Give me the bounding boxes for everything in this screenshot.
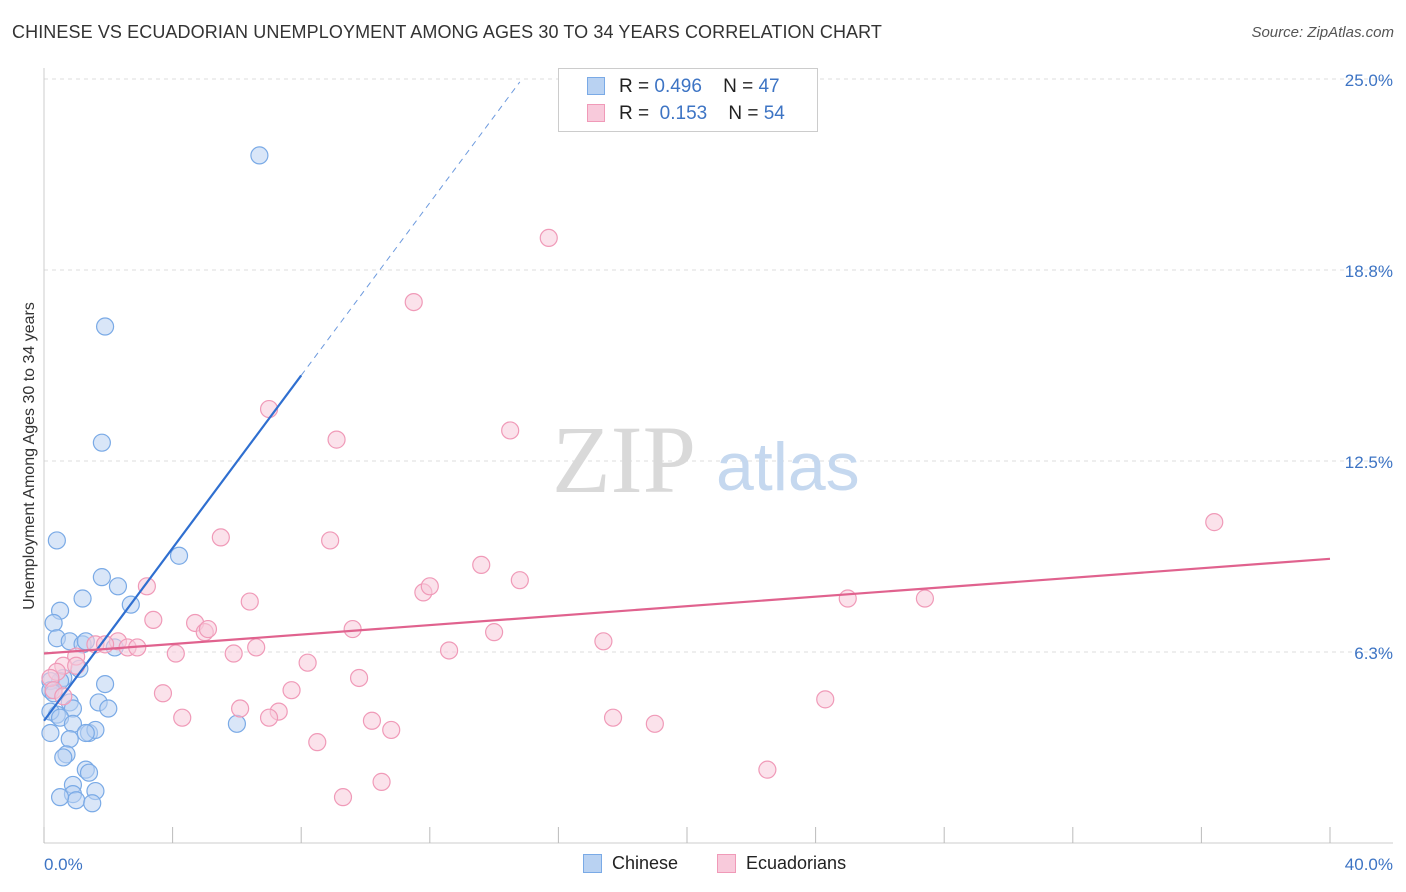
data-point-chinese-3 xyxy=(47,531,66,550)
data-point-ecuadorians-25 xyxy=(166,644,185,663)
legend-swatch-chinese xyxy=(587,77,605,95)
data-point-ecuadorians-5 xyxy=(1205,513,1224,532)
data-point-ecuadorians-26 xyxy=(224,644,243,663)
data-point-ecuadorians-16 xyxy=(144,610,163,630)
data-point-chinese-0 xyxy=(250,146,269,165)
data-point-ecuadorians-35 xyxy=(298,653,317,672)
data-point-chinese-38 xyxy=(54,748,73,767)
data-point-ecuadorians-19 xyxy=(198,619,218,639)
data-point-chinese-5 xyxy=(92,568,111,587)
watermark-atlas: atlas xyxy=(716,429,860,505)
legend-n-value-ecuadorians: 54 xyxy=(763,103,785,124)
data-point-ecuadorians-3 xyxy=(327,430,346,449)
trend-line-chinese xyxy=(43,374,303,722)
data-point-ecuadorians-9 xyxy=(137,577,156,596)
data-point-ecuadorians-12 xyxy=(510,571,529,590)
stats-legend: R = 0.496 N = 47 R = 0.153 N = 54 xyxy=(558,68,818,132)
data-point-ecuadorians-20 xyxy=(343,619,362,639)
data-point-ecuadorians-11 xyxy=(420,577,439,596)
data-point-ecuadorians-4 xyxy=(501,421,520,440)
x-tick-label-min: 0.0% xyxy=(44,855,83,874)
x-tick-label-max: 40.0% xyxy=(1345,855,1393,874)
data-point-ecuadorians-27 xyxy=(247,638,266,657)
y-tick-labels: 25.0% 18.8% 12.5% 6.3% xyxy=(1345,71,1393,663)
y-tick-label-1: 18.8% xyxy=(1345,262,1393,281)
data-point-chinese-33 xyxy=(41,723,60,743)
series-legend-swatch-chinese xyxy=(583,854,602,873)
data-point-chinese-24 xyxy=(95,674,115,694)
data-point-chinese-10 xyxy=(44,613,63,633)
legend-r-label: R = xyxy=(619,76,650,97)
data-point-ecuadorians-34 xyxy=(67,656,86,675)
data-point-ecuadorians-50 xyxy=(645,714,664,733)
data-point-ecuadorians-47 xyxy=(259,708,279,727)
x-tick-labels: 0.0% 40.0% xyxy=(44,855,1393,874)
data-point-ecuadorians-53 xyxy=(758,760,777,779)
series-legend-label-chinese: Chinese xyxy=(612,853,679,873)
data-point-chinese-25 xyxy=(99,699,118,718)
watermark: ZIP atlas xyxy=(552,406,860,513)
data-point-ecuadorians-0 xyxy=(539,228,558,248)
data-point-chinese-4 xyxy=(169,546,189,565)
data-point-ecuadorians-21 xyxy=(485,623,504,642)
legend-r-label: R = xyxy=(619,103,650,124)
data-point-ecuadorians-13 xyxy=(838,589,857,608)
legend-n-label: N = xyxy=(728,103,759,124)
series-legend-label-ecuadorians: Ecuadorians xyxy=(746,853,847,873)
chart-source: Source: ZipAtlas.com xyxy=(1251,24,1394,41)
data-point-ecuadorians-36 xyxy=(349,668,369,688)
data-point-ecuadorians-7 xyxy=(321,531,340,550)
chart-title: CHINESE VS ECUADORIAN UNEMPLOYMENT AMONG… xyxy=(12,22,883,42)
data-point-ecuadorians-1 xyxy=(404,292,423,312)
data-point-ecuadorians-48 xyxy=(362,711,382,730)
y-tick-label-0: 25.0% xyxy=(1345,71,1393,90)
data-point-ecuadorians-6 xyxy=(211,528,230,547)
data-point-ecuadorians-43 xyxy=(231,699,250,718)
data-point-ecuadorians-54 xyxy=(372,772,391,791)
data-point-chinese-7 xyxy=(73,589,92,608)
data-point-ecuadorians-49 xyxy=(603,708,623,727)
y-tick-label-2: 12.5% xyxy=(1345,453,1393,472)
y-tick-label-3: 6.3% xyxy=(1354,644,1393,663)
data-point-ecuadorians-42 xyxy=(153,684,173,703)
data-point-ecuadorians-14 xyxy=(915,589,935,608)
legend-r-value-chinese: 0.496 xyxy=(654,76,702,97)
data-point-ecuadorians-55 xyxy=(333,788,353,807)
trend-line-extension-chinese xyxy=(300,81,521,376)
data-point-ecuadorians-8 xyxy=(472,555,491,575)
data-point-ecuadorians-51 xyxy=(382,720,401,740)
data-point-ecuadorians-45 xyxy=(816,690,835,709)
legend-text-ecuadorians: R = 0.153 N = 54 xyxy=(619,103,785,125)
legend-text-chinese: R = 0.496 N = 47 xyxy=(619,76,780,98)
data-point-chinese-36 xyxy=(227,714,246,733)
data-point-ecuadorians-29 xyxy=(594,632,613,651)
data-point-ecuadorians-46 xyxy=(173,708,192,727)
data-point-ecuadorians-15 xyxy=(240,592,259,611)
series-legend-swatch-ecuadorians xyxy=(717,854,736,873)
data-point-ecuadorians-28 xyxy=(439,641,459,660)
data-point-ecuadorians-52 xyxy=(308,733,327,752)
data-point-chinese-1 xyxy=(95,317,115,336)
data-point-chinese-46 xyxy=(50,788,70,807)
data-point-chinese-34 xyxy=(76,723,95,743)
trend-line-ecuadorians xyxy=(43,557,1331,655)
data-point-chinese-35 xyxy=(60,729,79,749)
legend-n-value-chinese: 47 xyxy=(758,76,780,97)
trend-lines xyxy=(43,81,1331,722)
data-point-chinese-6 xyxy=(108,577,128,596)
legend-n-label: N = xyxy=(723,76,754,97)
legend-r-value-ecuadorians: 0.153 xyxy=(659,103,708,124)
watermark-zip: ZIP xyxy=(552,406,696,513)
legend-swatch-ecuadorians xyxy=(587,104,605,122)
data-point-chinese-45 xyxy=(83,794,102,813)
data-points xyxy=(41,146,1224,813)
data-point-chinese-44 xyxy=(67,791,86,810)
gridlines xyxy=(44,78,1393,653)
data-point-ecuadorians-41 xyxy=(282,681,301,700)
data-point-chinese-2 xyxy=(92,433,111,452)
data-point-chinese-40 xyxy=(79,763,99,782)
